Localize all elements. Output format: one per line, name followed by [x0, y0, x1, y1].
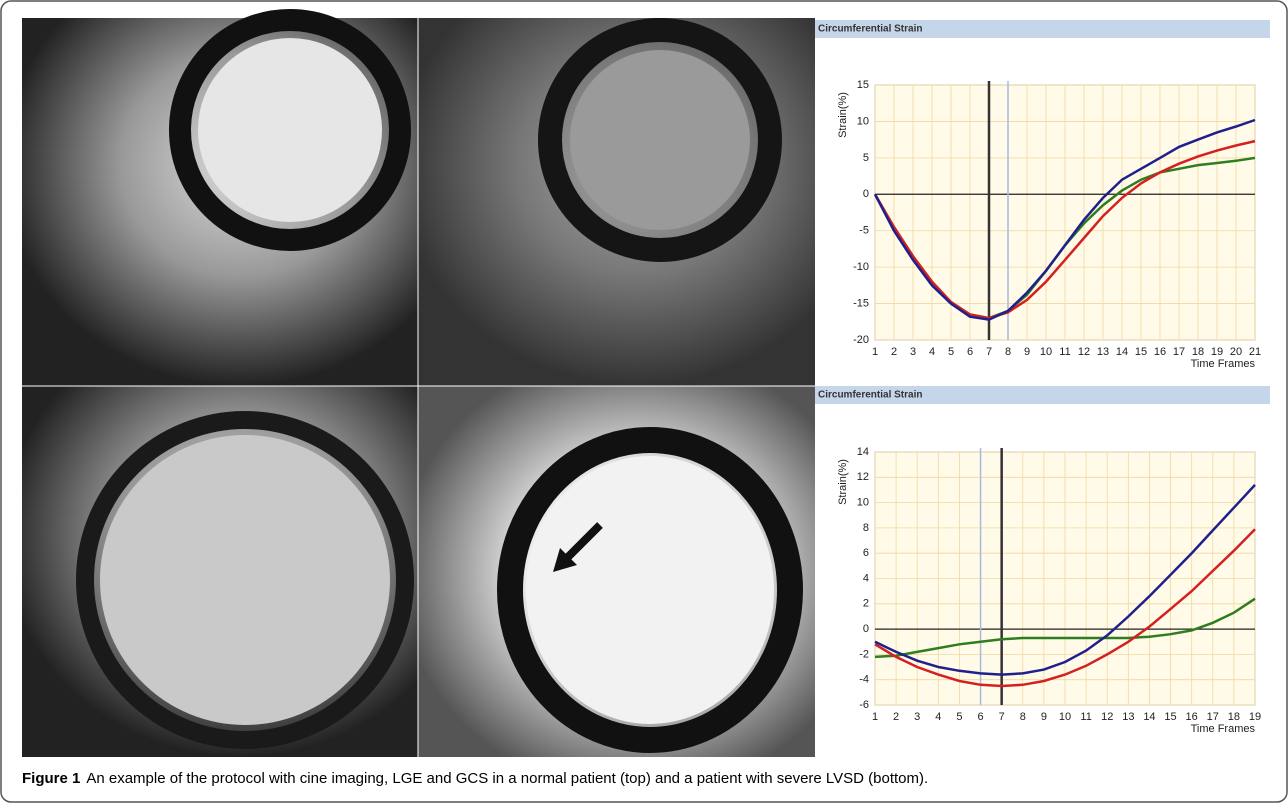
x-tick-label: 16: [1154, 346, 1166, 358]
x-tick-label: 12: [1101, 711, 1113, 723]
y-tick-label: 2: [863, 598, 869, 610]
x-tick-label: 7: [986, 346, 992, 358]
x-tick-label: 9: [1041, 711, 1047, 723]
x-tick-label: 6: [967, 346, 973, 358]
x-tick-label: 18: [1228, 711, 1240, 723]
x-tick-label: 10: [1040, 346, 1052, 358]
y-tick-label: -10: [853, 261, 869, 273]
x-tick-label: 16: [1186, 711, 1198, 723]
x-axis-label: Time Frames: [1191, 723, 1256, 735]
header-bar: [815, 20, 1270, 38]
y-tick-label: 0: [863, 623, 869, 635]
x-tick-label: 17: [1173, 346, 1185, 358]
x-tick-label: 21: [1249, 346, 1261, 358]
x-tick-label: 12: [1078, 346, 1090, 358]
x-axis-label: Time Frames: [1191, 358, 1256, 370]
caption-label: Figure 1: [22, 770, 80, 787]
x-tick-label: 15: [1135, 346, 1147, 358]
y-tick-label: 0: [863, 188, 869, 200]
y-tick-label: 5: [863, 152, 869, 164]
x-tick-label: 2: [893, 711, 899, 723]
x-tick-label: 11: [1080, 711, 1091, 723]
caption-text: An example of the protocol with cine ima…: [86, 770, 928, 787]
x-tick-label: 14: [1143, 711, 1155, 723]
x-tick-label: 5: [948, 346, 954, 358]
series-line: [874, 484, 1256, 676]
x-tick-label: 4: [929, 346, 935, 358]
x-tick-label: 1: [872, 346, 878, 358]
series-line: [874, 597, 1256, 659]
caption: Figure 1 An example of the protocol with …: [22, 770, 928, 787]
x-tick-label: 15: [1164, 711, 1176, 723]
x-tick-label: 17: [1207, 711, 1219, 723]
y-tick-label: 4: [863, 572, 869, 584]
x-tick-label: 13: [1122, 711, 1134, 723]
x-tick-label: 20: [1230, 346, 1242, 358]
x-tick-label: 11: [1059, 346, 1070, 358]
x-tick-label: 2: [891, 346, 897, 358]
y-tick-label: 14: [857, 446, 869, 458]
series-line: [873, 139, 1256, 320]
chart-title: Circumferential Strain: [818, 24, 922, 35]
x-tick-label: 1: [872, 711, 878, 723]
x-tick-label: 4: [935, 711, 941, 723]
x-tick-label: 8: [1005, 346, 1011, 358]
x-tick-label: 19: [1211, 346, 1223, 358]
mri-images: [22, 9, 815, 757]
y-tick-label: 6: [863, 547, 869, 559]
arrow: [562, 522, 603, 563]
y-tick-label: -5: [859, 225, 869, 237]
arrow-head: [553, 548, 577, 572]
y-tick-label: -20: [853, 334, 869, 346]
x-tick-label: 5: [956, 711, 962, 723]
x-tick-label: 3: [914, 711, 920, 723]
y-tick-label: -15: [853, 297, 869, 309]
y-tick-label: 10: [857, 115, 869, 127]
x-tick-label: 13: [1097, 346, 1109, 358]
chart-title: Circumferential Strain: [818, 390, 922, 401]
x-tick-label: 19: [1249, 711, 1261, 723]
series-line: [874, 528, 1256, 688]
y-tick-label: -2: [859, 648, 869, 660]
y-axis-label: Strain(%): [837, 459, 849, 505]
x-tick-label: 7: [999, 711, 1005, 723]
x-tick-label: 10: [1059, 711, 1071, 723]
y-tick-label: 10: [857, 497, 869, 509]
y-tick-label: 15: [857, 79, 869, 91]
x-tick-label: 9: [1024, 346, 1030, 358]
x-tick-label: 14: [1116, 346, 1128, 358]
y-tick-label: -6: [859, 699, 869, 711]
y-tick-label: 12: [857, 471, 869, 483]
x-tick-label: 6: [977, 711, 983, 723]
x-tick-label: 3: [910, 346, 916, 358]
series-line: [873, 118, 1256, 321]
y-axis-label: Strain(%): [837, 92, 849, 138]
y-tick-label: -4: [859, 674, 869, 686]
x-tick-label: 18: [1192, 346, 1204, 358]
y-tick-label: 8: [863, 522, 869, 534]
header-bar: [815, 386, 1270, 404]
x-tick-label: 8: [1020, 711, 1026, 723]
